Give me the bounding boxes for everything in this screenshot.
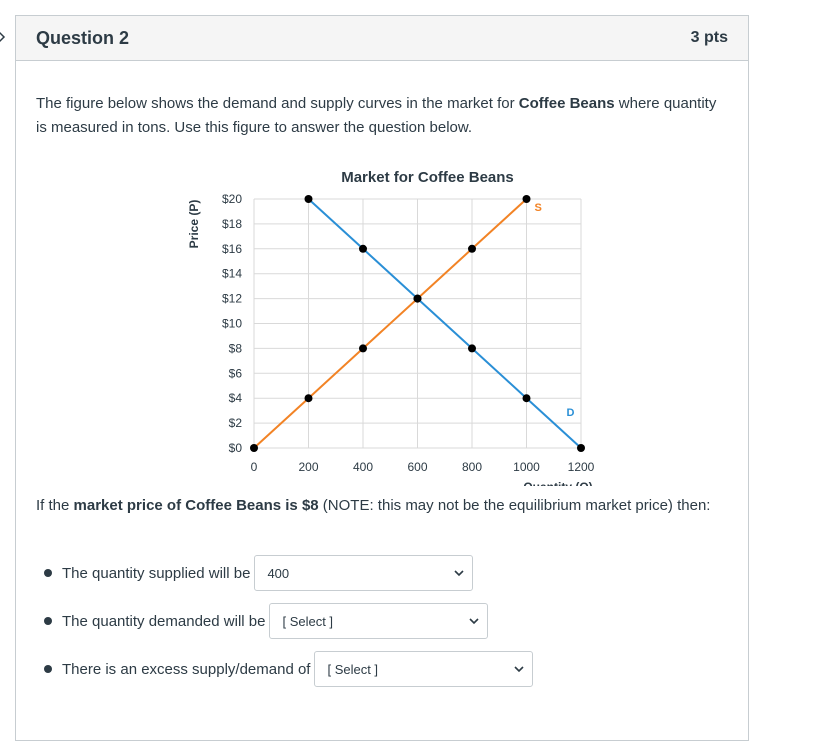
series-line-D <box>307 198 582 449</box>
y-axis-label: Price (P) <box>187 200 201 249</box>
answer-list: The quantity supplied will be 400 The qu… <box>36 554 534 698</box>
x-axis-label: Quantity (Q) <box>523 480 592 486</box>
y-tick-label: $18 <box>222 217 242 231</box>
y-tick-label: $14 <box>222 267 242 281</box>
series-line-S <box>253 198 528 449</box>
collapse-chevron-icon[interactable] <box>0 26 12 48</box>
data-point <box>577 444 585 452</box>
demand-label: D <box>567 407 575 419</box>
chevron-down-icon <box>454 570 465 577</box>
data-point <box>413 294 422 303</box>
x-tick-label: 0 <box>251 460 258 474</box>
bullet <box>44 617 52 625</box>
y-tick-label: $12 <box>222 292 242 306</box>
intro-text-2: where quantity is measured in tons. Use … <box>36 95 717 136</box>
market-chart: Market for Coffee Beans $0 $2 $4 $6 $8 $10 $12 $… <box>187 169 595 486</box>
x-tick-label: 400 <box>353 460 373 474</box>
question-prompt: If the market price of Coffee Beans is $… <box>36 494 726 518</box>
select-value: [ Select ] <box>327 661 379 677</box>
prompt-text: If the <box>36 497 74 514</box>
x-tick-label: 800 <box>462 460 482 474</box>
x-tick-label: 600 <box>407 460 427 474</box>
chart-title: Market for Coffee Beans <box>341 169 514 186</box>
select-value: 400 <box>267 565 290 581</box>
answer-label: There is an excess supply/demand of <box>62 660 311 678</box>
intro-text: The figure below shows the demand and su… <box>36 95 519 112</box>
question-points: 3 pts <box>690 29 728 46</box>
y-tick-label: $20 <box>222 192 242 206</box>
data-point <box>304 394 313 403</box>
x-tick-label: 200 <box>298 460 318 474</box>
prompt-text-2: (NOTE: this may not be the equilibrium m… <box>318 497 711 514</box>
data-point <box>522 195 531 203</box>
bullet <box>44 665 52 673</box>
answer-row-demanded: The quantity demanded will be [ Select ] <box>36 602 533 640</box>
question-header: Question 2 3 pts <box>16 16 748 61</box>
intro-bold: Coffee Beans <box>518 95 615 112</box>
excess-select[interactable]: [ Select ] <box>314 651 534 687</box>
question-intro: The figure below shows the demand and su… <box>36 92 726 140</box>
select-value: [ Select ] <box>282 613 334 629</box>
quantity-demanded-select[interactable]: [ Select ] <box>269 603 489 639</box>
supply-label: S <box>535 202 542 214</box>
y-tick-label: $4 <box>229 391 243 405</box>
question-card: Question 2 3 pts The figure below shows … <box>15 15 749 741</box>
y-tick-label: $8 <box>229 341 243 355</box>
prompt-bold: market price of Coffee Beans is $8 <box>73 497 319 514</box>
question-title: Question 2 <box>36 27 130 48</box>
data-point <box>359 344 367 353</box>
quantity-supplied-select[interactable]: 400 <box>254 555 474 591</box>
y-tick-label: $2 <box>229 416 243 430</box>
y-tick-label: $0 <box>229 441 243 455</box>
answer-row-excess: There is an excess supply/demand of [ Se… <box>36 650 534 688</box>
data-point <box>468 344 476 353</box>
bullet <box>44 569 52 577</box>
y-tick-label: $16 <box>222 242 242 256</box>
x-tick-label: 1000 <box>513 460 540 474</box>
data-point <box>359 244 367 253</box>
chevron-down-icon <box>514 666 525 673</box>
y-tick-label: $10 <box>222 317 242 331</box>
data-point <box>522 394 531 403</box>
data-point <box>250 444 258 452</box>
answer-label: The quantity supplied will be <box>62 564 251 582</box>
answer-row-supplied: The quantity supplied will be 400 <box>36 554 533 592</box>
data-point <box>304 195 313 203</box>
data-point <box>468 244 476 253</box>
answer-label: The quantity demanded will be <box>62 612 266 630</box>
x-tick-label: 1200 <box>568 460 595 474</box>
chevron-down-icon <box>469 618 480 625</box>
y-tick-label: $6 <box>229 366 243 380</box>
